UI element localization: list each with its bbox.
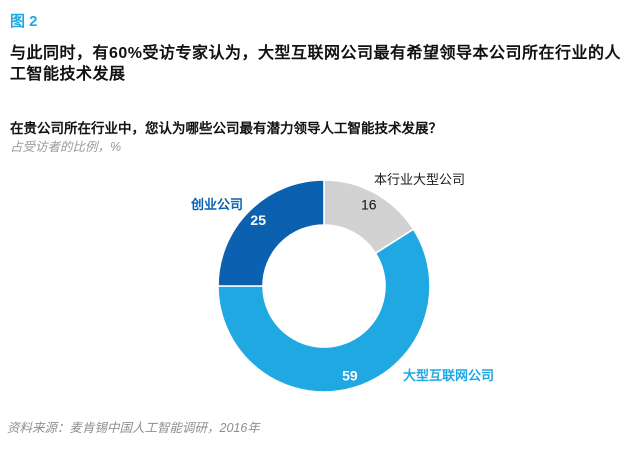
segment-value-label-1: 59 (342, 367, 358, 383)
segment-label-industry-large-companies: 本行业大型公司 (374, 172, 466, 187)
figure-label: 图 2 (10, 13, 38, 30)
segment-value-label-0: 16 (361, 197, 377, 213)
segment-value-label-2: 25 (250, 212, 266, 228)
donut-chart-svg: 16 59 25 (217, 179, 431, 393)
segment-label-startups: 创业公司 (191, 197, 244, 212)
source-note: 资料来源：麦肯锡中国人工智能调研，2016年 (7, 421, 260, 435)
donut-segment-2 (217, 179, 325, 287)
unit-note: 占受访者的比例，% (10, 140, 122, 154)
donut-segment-1 (217, 228, 431, 393)
report-title: 与此同时，有60%受访专家认为，大型互联网公司最有希望领导本公司所在行业的人工智… (10, 45, 622, 83)
segment-label-large-internet-companies: 大型互联网公司 (403, 368, 495, 383)
chart-question: 在贵公司所在行业中，您认为哪些公司最有潜力领导人工智能技术发展？ (10, 121, 442, 136)
donut-chart: 16 59 25 (216, 178, 432, 394)
